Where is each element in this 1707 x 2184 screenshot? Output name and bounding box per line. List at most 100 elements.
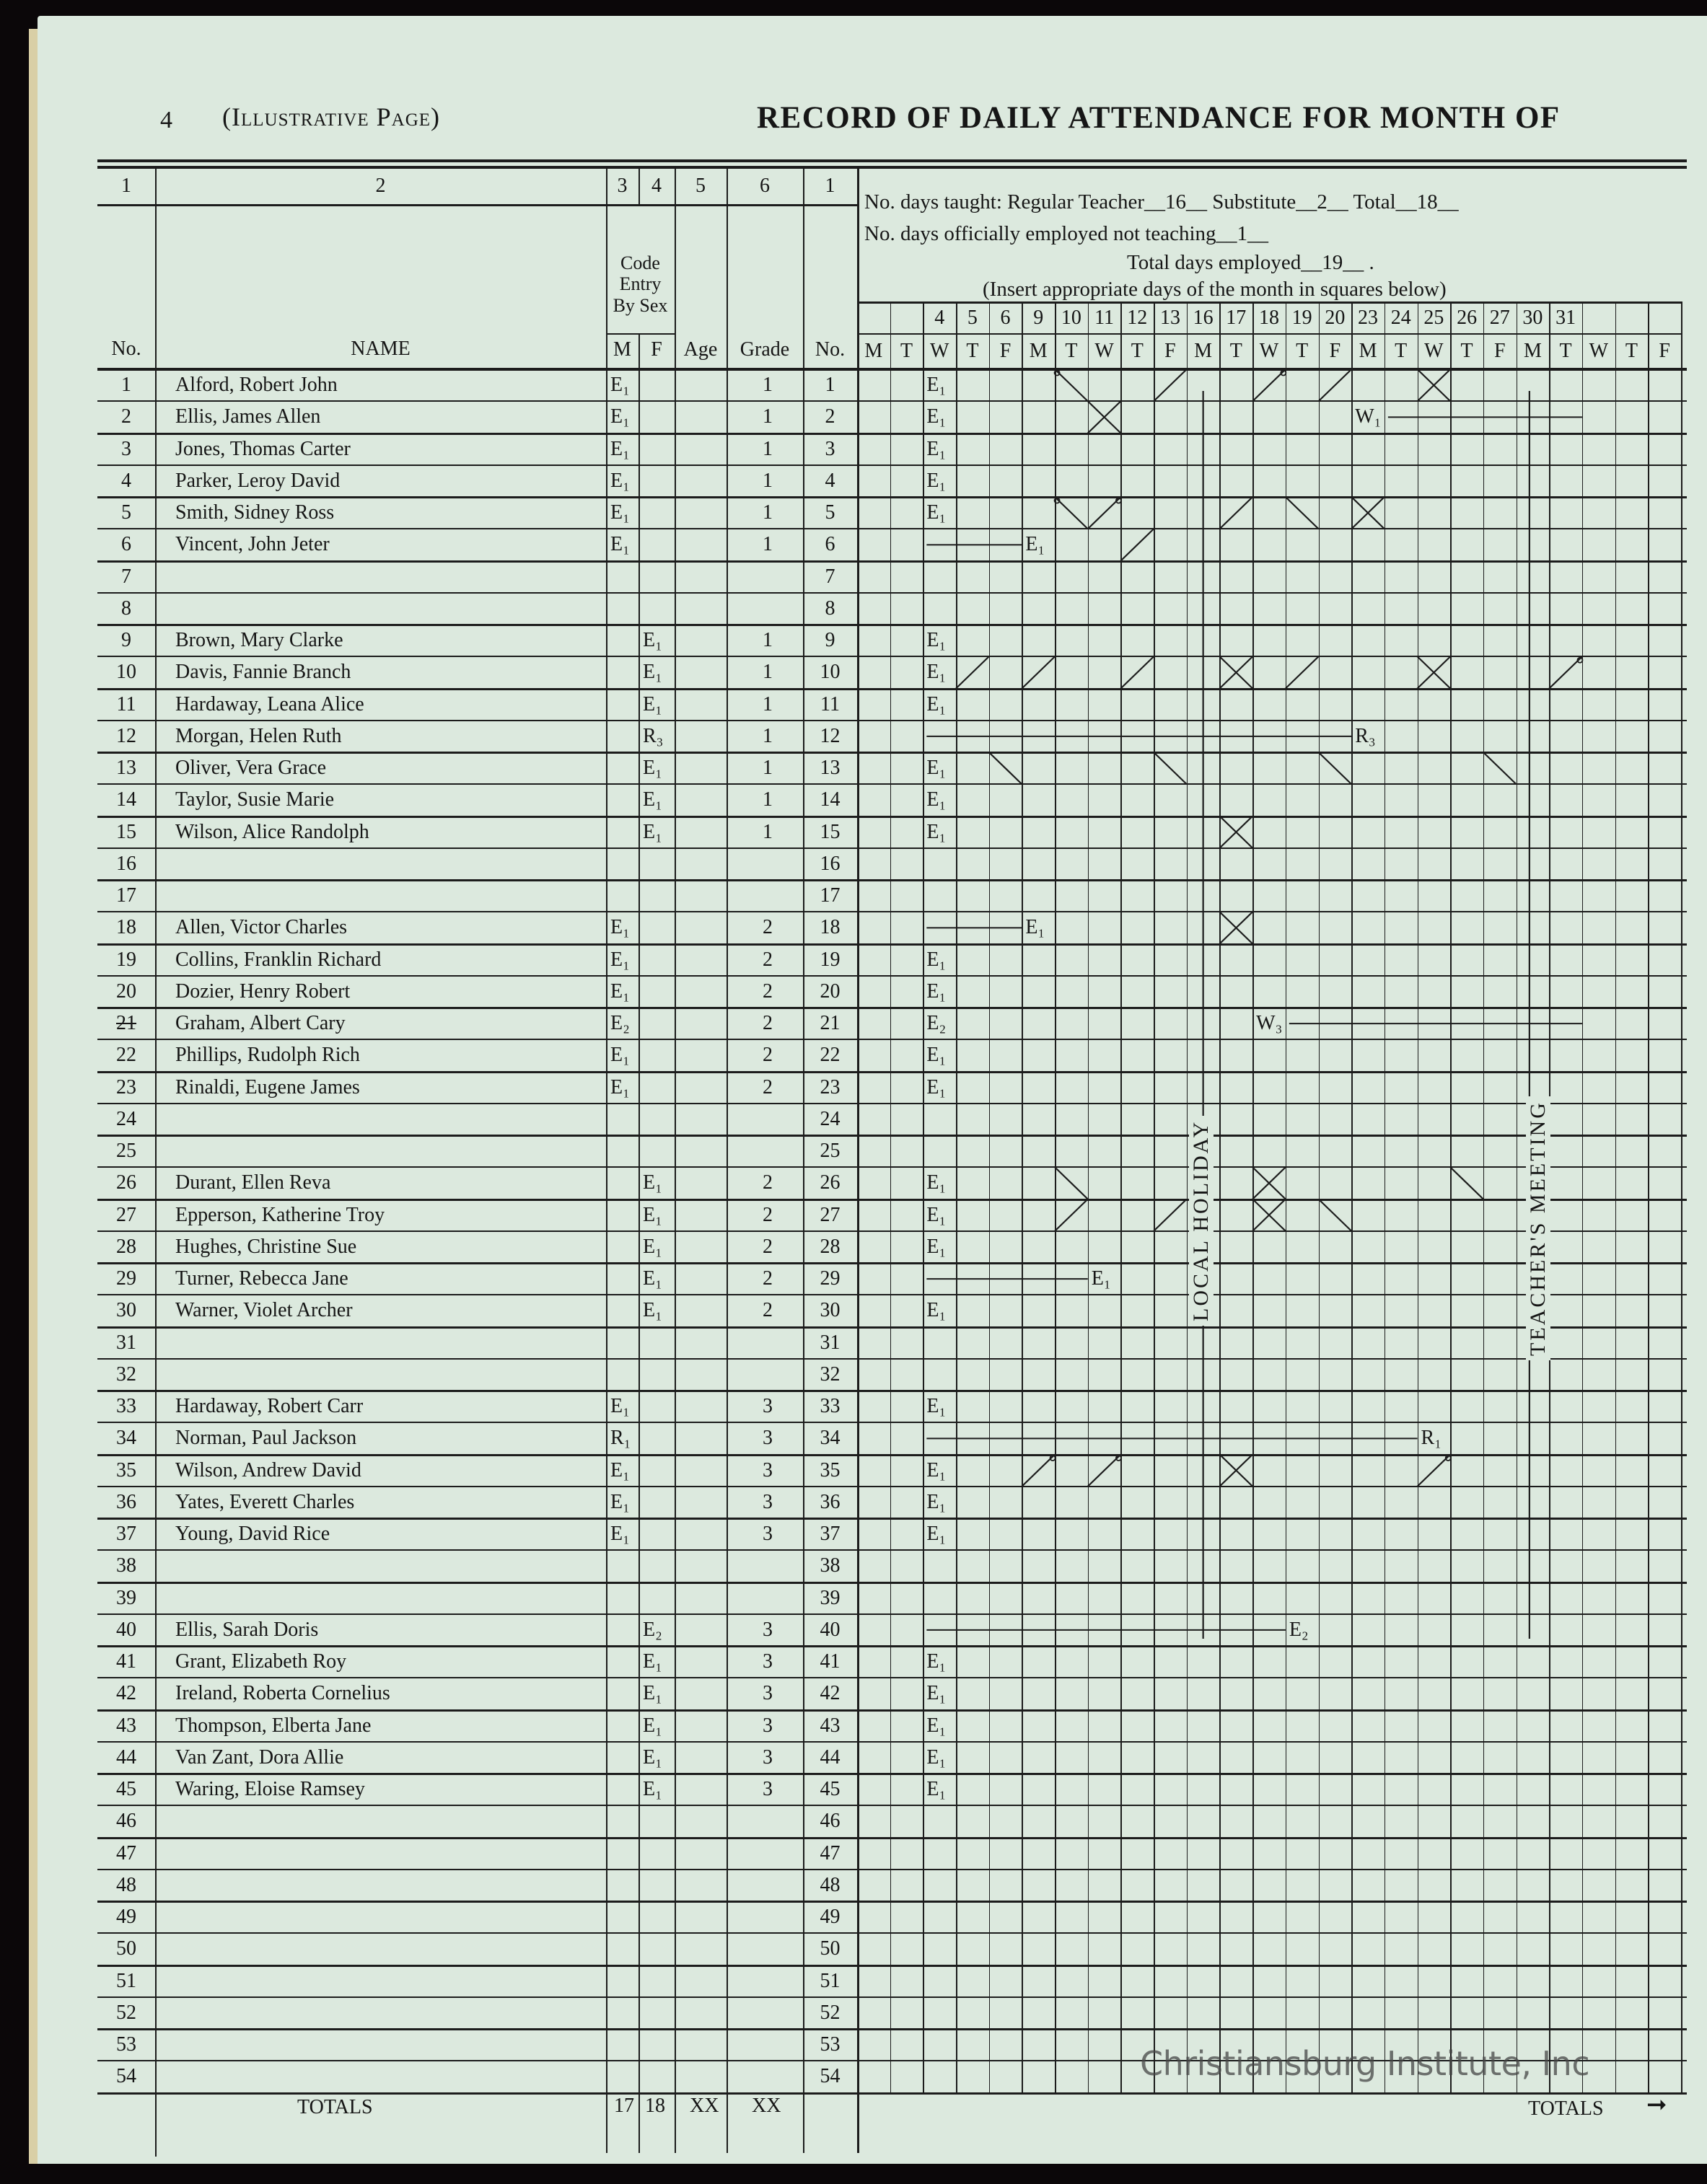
m-f-divider	[639, 333, 640, 2153]
weekday-header: F	[1659, 340, 1670, 362]
row-number: 36	[116, 1490, 136, 1513]
day-column-divider	[1252, 301, 1254, 2093]
entry-code-mark: E₁	[926, 979, 947, 1003]
weekday-header: T	[1395, 340, 1408, 362]
row-number: 6	[121, 533, 131, 556]
grade-value: 1	[763, 533, 773, 556]
weekday-header: T	[1559, 340, 1572, 362]
day-column-divider	[923, 301, 924, 2093]
row-number: 7	[121, 565, 131, 588]
row-number-right: 40	[820, 1618, 841, 1641]
day-number-header: 18	[1258, 307, 1279, 329]
entry-code-mark: E₁	[926, 1714, 947, 1737]
row-rule	[97, 1901, 1687, 1903]
student-name: Collins, Franklin Richard	[175, 948, 382, 971]
m-column-divider	[606, 167, 607, 2153]
tardy-circle-mark	[1115, 497, 1122, 504]
row-rule	[97, 1007, 1687, 1009]
row-number: 29	[116, 1267, 136, 1290]
age-column-header: Age	[683, 338, 718, 361]
absence-mark-slash	[1120, 656, 1154, 690]
entry-code-female: R₃	[643, 724, 664, 747]
row-rule	[97, 1390, 1687, 1392]
entry-code-mark: E₁	[926, 629, 947, 652]
row-rule	[97, 432, 1687, 435]
entry-code-mark: E₁	[926, 757, 947, 780]
absence-mark-backslash	[1153, 752, 1188, 785]
entry-code-mark: E₁	[926, 501, 947, 524]
row-number: 19	[116, 948, 136, 971]
row-rule	[97, 1645, 1687, 1647]
row-number: 37	[116, 1523, 136, 1546]
row-number: 25	[116, 1140, 136, 1163]
entry-code-mark: E₁	[926, 1299, 947, 1322]
column-number-rule	[97, 204, 857, 206]
entry-code-male: E₁	[610, 437, 630, 460]
weekday-header: M	[1029, 340, 1048, 362]
absence-mark-slash	[1416, 1453, 1452, 1487]
m-f-divider-top	[639, 167, 640, 204]
row-number-right: 2	[825, 405, 835, 428]
weekday-header: F	[1164, 340, 1176, 362]
grade-value: 1	[763, 374, 773, 397]
row-number-right: 49	[820, 1906, 841, 1929]
grade-column-divider	[727, 167, 728, 2153]
row-rule	[97, 783, 1687, 785]
entry-code-mark: E₁	[926, 437, 947, 460]
absence-mark-slash	[1021, 656, 1056, 690]
row-number: 47	[116, 1841, 136, 1864]
row-number-right: 42	[820, 1682, 841, 1705]
row-number-right: 15	[820, 820, 841, 843]
row-number: 8	[121, 596, 131, 620]
grade-value: 3	[763, 1650, 773, 1673]
entry-code-male: E₁	[610, 1490, 630, 1513]
grade-value: 3	[763, 1427, 773, 1450]
student-name: Waring, Eloise Ramsey	[175, 1778, 365, 1801]
student-name: Epperson, Katherine Troy	[175, 1203, 385, 1226]
entry-code-mark: E₁	[926, 1682, 947, 1705]
row-number: 24	[116, 1107, 136, 1130]
grade-value: 1	[763, 405, 773, 428]
student-name: Young, David Rice	[175, 1523, 330, 1546]
row-rule	[97, 1518, 1687, 1520]
student-name: Van Zant, Dora Allie	[175, 1745, 344, 1769]
row-rule	[97, 1740, 1687, 1743]
tardy-circle-mark	[1053, 497, 1061, 504]
student-name: Warner, Violet Archer	[175, 1299, 353, 1322]
row-number: 42	[116, 1682, 136, 1705]
day-column-divider	[1285, 301, 1287, 2093]
row-number: 54	[116, 2065, 136, 2088]
row-number: 3	[121, 437, 131, 460]
absence-mark-backslash	[1252, 1198, 1286, 1232]
row-rule	[97, 719, 1687, 721]
row-number: 4	[121, 469, 131, 492]
day-column-divider	[1186, 301, 1188, 2093]
absence-mark-slash	[1021, 1453, 1056, 1487]
row-rule	[97, 1039, 1687, 1041]
row-number-right: 9	[825, 629, 835, 652]
entry-code-female: E₁	[643, 1745, 662, 1769]
absence-mark-backslash	[1285, 496, 1320, 530]
day-column-divider	[1615, 301, 1617, 2093]
weekday-header: M	[864, 340, 883, 362]
row-rule	[97, 1709, 1687, 1712]
student-name: Rinaldi, Eugene James	[175, 1075, 360, 1098]
row-number: 51	[116, 1969, 136, 1992]
entry-code-female: E₁	[643, 757, 662, 780]
row-rule	[97, 911, 1687, 913]
row-rule	[97, 2060, 1687, 2062]
entry-code-female: E₁	[643, 788, 662, 811]
row-number: 44	[116, 1745, 136, 1769]
weekday-header: T	[1229, 340, 1242, 362]
entry-code-female: E₁	[643, 1650, 662, 1673]
day-number-header: 12	[1127, 307, 1148, 329]
row-rule	[97, 847, 1687, 849]
row-number-right: 4	[825, 469, 835, 492]
student-name: Turner, Rebecca Jane	[175, 1267, 348, 1290]
entry-code-male: E₁	[610, 501, 630, 524]
column-number: 2	[375, 175, 386, 197]
row-number: 48	[116, 1873, 136, 1896]
day-number-header: 20	[1325, 307, 1346, 329]
weekday-header: M	[1523, 340, 1542, 362]
row-number-right: 47	[820, 1841, 841, 1864]
